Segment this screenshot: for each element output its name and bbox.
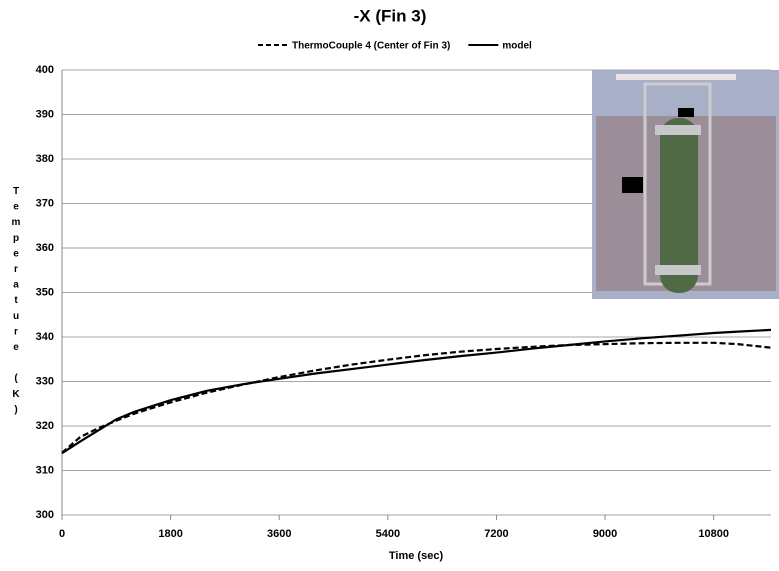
y-tick-label: 350 <box>36 286 54 298</box>
y-tick-label: 340 <box>36 331 54 343</box>
x-tick-label: 9000 <box>593 528 617 540</box>
plot-area: 300 310 320 330 340 350 360 370 380 390 400 0 1800 36… <box>36 64 772 540</box>
x-tick-label: 1800 <box>158 528 182 540</box>
x-tick-label: 5400 <box>376 528 400 540</box>
y-tick-label: 380 <box>36 153 54 165</box>
legend-label: ThermoCouple 4 (Center of Fin 3) <box>292 41 450 52</box>
y-tick-label: 300 <box>36 509 54 521</box>
x-tick-label: 7200 <box>484 528 508 540</box>
inset-image <box>592 70 779 299</box>
y-tick-label: 390 <box>36 108 54 120</box>
y-tick-label: 310 <box>36 464 54 476</box>
chart-title: -X (Fin 3) <box>354 6 427 25</box>
line-series <box>61 341 772 454</box>
y-axis-title: Temperature (K) <box>11 186 22 420</box>
x-tick-label: 3600 <box>267 528 291 540</box>
y-tick-label: 370 <box>36 197 54 209</box>
y-tick-label: 330 <box>36 375 54 387</box>
y-tick-label: 360 <box>36 242 54 254</box>
x-axis-title: Time (sec) <box>389 550 444 562</box>
x-tick-label: 0 <box>59 528 65 540</box>
legend-label: model <box>502 41 532 52</box>
y-tick-label: 400 <box>36 64 54 76</box>
y-tick-label: 320 <box>36 420 54 432</box>
x-tick-label: 10800 <box>698 528 729 540</box>
line-series <box>61 328 772 455</box>
